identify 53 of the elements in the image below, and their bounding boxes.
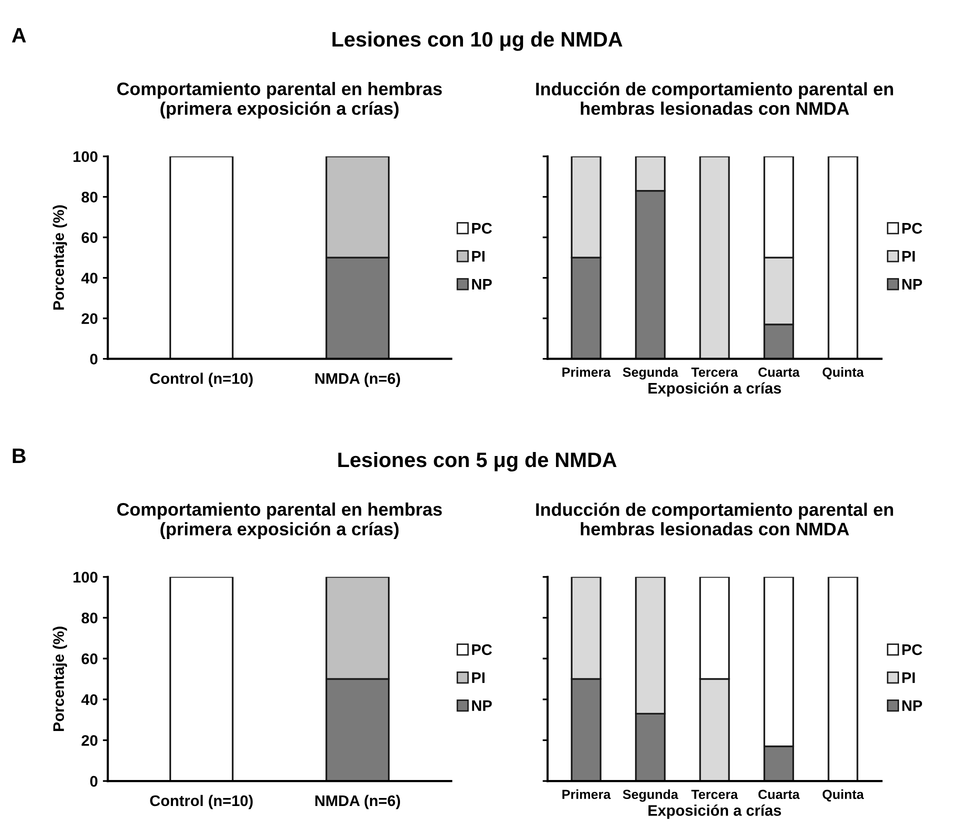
x-tick-label: Quinta bbox=[822, 789, 864, 802]
bar bbox=[699, 156, 730, 359]
chart-title: Inducción de comportamiento parental en hembras lesionadas con NMDA bbox=[536, 82, 894, 115]
y-tick-label: 20 bbox=[82, 313, 98, 324]
y-tick-label: 40 bbox=[81, 272, 98, 284]
y-axis-title: Porcentaje (%) bbox=[52, 205, 68, 310]
x-tick-label: Control (n=10) bbox=[150, 794, 253, 810]
y-tick-label: 40 bbox=[81, 694, 98, 706]
legend-label: PI bbox=[902, 672, 915, 683]
y-tick-label: 100 bbox=[74, 151, 98, 162]
chart-title: Comportamiento parental en hembras (primera exposición a crías) bbox=[117, 82, 442, 118]
bar bbox=[828, 576, 858, 782]
y-tick-label: 20 bbox=[82, 735, 98, 746]
legend-label: PI bbox=[472, 672, 485, 683]
y-tick-label: 0 bbox=[90, 776, 98, 787]
x-tick-label: Control (n=10) bbox=[150, 372, 253, 387]
x-tick-label: Primera bbox=[562, 367, 611, 377]
x-tick-label: NMDA (n=6) bbox=[315, 794, 400, 810]
y-tick-label: 0 bbox=[90, 354, 98, 365]
x-axis-title: Exposición a crías bbox=[648, 804, 782, 819]
legend-label: PI bbox=[472, 251, 485, 262]
text: Lesiones con 10 μg de NMDA bbox=[332, 31, 622, 51]
text: B bbox=[12, 448, 26, 463]
x-tick-label: Segunda bbox=[622, 367, 678, 380]
x-tick-label: NMDA (n=6) bbox=[315, 372, 400, 387]
y-axis-title: Porcentaje (%) bbox=[52, 626, 68, 732]
legend-label: NP bbox=[902, 279, 922, 290]
legend-label: NP bbox=[472, 700, 492, 711]
legend-label: PC bbox=[472, 222, 492, 234]
x-axis-title: Exposición a crías bbox=[648, 382, 782, 397]
legend-label: PI bbox=[902, 251, 915, 262]
legend-label: PC bbox=[902, 222, 922, 234]
chart-title: Comportamiento parental en hembras (primera exposición a crías) bbox=[117, 502, 442, 540]
legend-label: PC bbox=[902, 644, 922, 656]
y-tick-label: 60 bbox=[82, 232, 98, 244]
chart-title: Inducción de comportamiento parental en hembras lesionadas con NMDA bbox=[536, 502, 894, 536]
y-tick-label: 80 bbox=[82, 192, 98, 203]
legend-label: NP bbox=[472, 279, 492, 290]
legend-label: NP bbox=[902, 700, 922, 711]
x-tick-label: Primera bbox=[562, 789, 611, 800]
y-tick-label: 100 bbox=[74, 572, 98, 583]
bar bbox=[828, 156, 858, 359]
y-tick-label: 80 bbox=[82, 612, 98, 624]
x-tick-label: Tercera bbox=[691, 368, 738, 377]
text: Lesiones con 5 μg de NMDA bbox=[338, 452, 617, 472]
y-tick-label: 60 bbox=[82, 653, 98, 664]
x-tick-label: Cuarta bbox=[758, 790, 800, 800]
x-tick-label: Cuarta bbox=[758, 368, 800, 377]
text: A bbox=[12, 28, 26, 42]
x-tick-label: Quinta bbox=[822, 367, 864, 380]
x-tick-label: Segunda bbox=[622, 789, 678, 802]
legend-label: PC bbox=[472, 644, 492, 656]
x-tick-label: Tercera bbox=[691, 790, 738, 800]
